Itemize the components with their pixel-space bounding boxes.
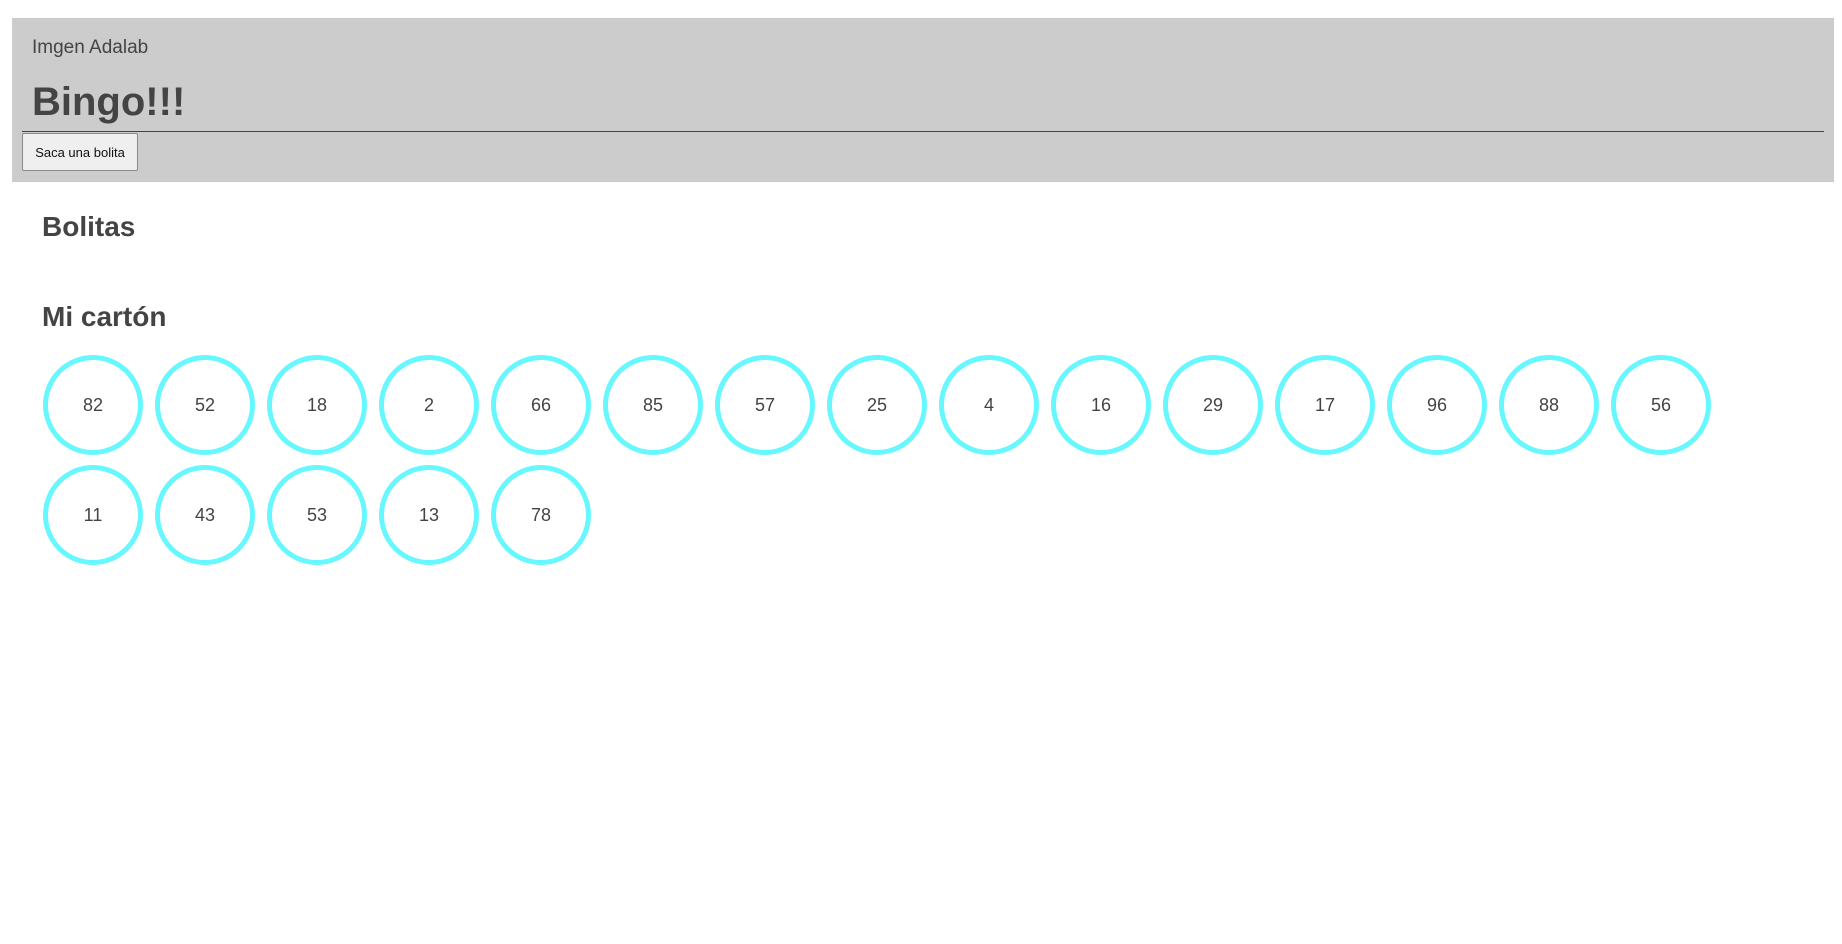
card-number: 25 [827,355,927,455]
card-number: 66 [491,355,591,455]
header-divider [22,131,1824,132]
card-number: 4 [939,355,1039,455]
card-number: 17 [1275,355,1375,455]
card-number: 78 [491,465,591,565]
card-number: 53 [267,465,367,565]
card-number: 57 [715,355,815,455]
card-number: 2 [379,355,479,455]
logo-text: Imgen Adalab [32,37,149,58]
card-number: 88 [1499,355,1599,455]
card-number: 82 [43,355,143,455]
card-number: 18 [267,355,367,455]
card-number: 16 [1051,355,1151,455]
card-number: 85 [603,355,703,455]
card-number: 13 [379,465,479,565]
balls-section-title: Bolitas [42,211,136,242]
card-number: 56 [1611,355,1711,455]
page-title: Bingo!!! [32,80,186,124]
card-section-title: Mi cartón [42,301,167,332]
card-number: 43 [155,465,255,565]
card-number: 96 [1387,355,1487,455]
card-number: 52 [155,355,255,455]
header: Imgen Adalab Bingo!!! Saca una bolita [12,18,1834,182]
card-number: 11 [43,465,143,565]
draw-ball-button[interactable]: Saca una bolita [22,133,138,171]
card-number: 29 [1163,355,1263,455]
drawn-balls-list [42,250,1742,290]
bingo-card: 82 52 18 2 66 85 57 25 4 16 29 17 96 88 … [42,355,1742,565]
